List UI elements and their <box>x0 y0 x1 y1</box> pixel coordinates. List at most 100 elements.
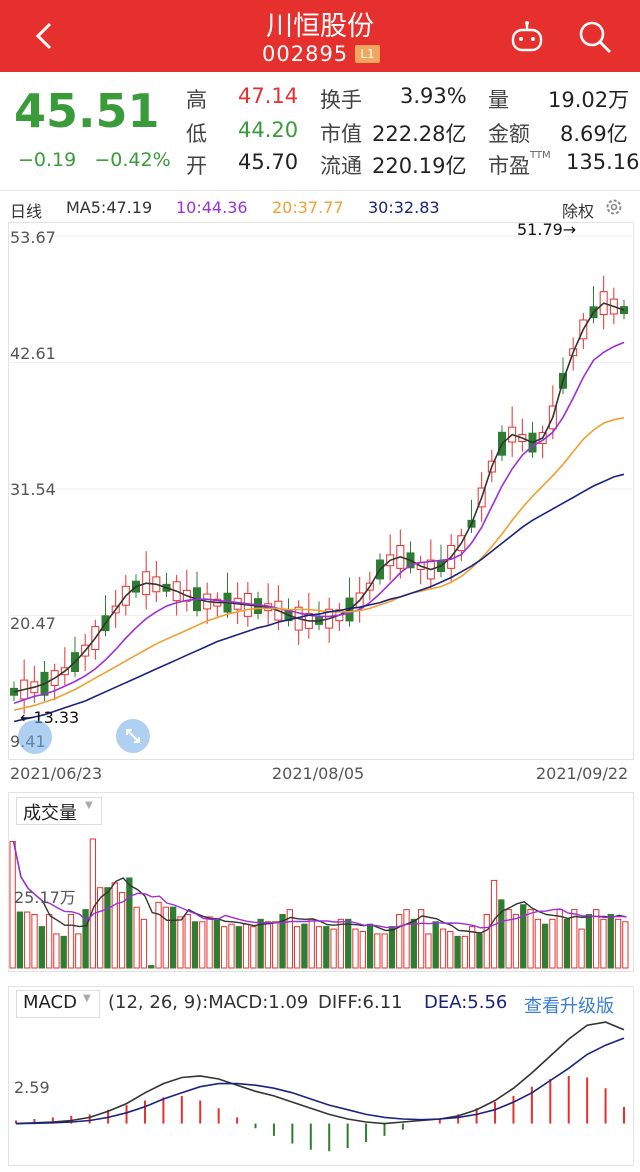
turnover-value: 3.93% <box>400 84 467 108</box>
volume-bar <box>104 887 111 969</box>
ma-line-ma5 <box>13 302 625 693</box>
volume-bar <box>337 918 345 969</box>
volume-value: 19.02万 <box>548 88 630 112</box>
volume-bar <box>359 931 366 969</box>
volume-bar <box>323 926 330 969</box>
mktcap-value: 222.28亿 <box>372 122 467 146</box>
volume-bar <box>454 935 461 969</box>
ma-legend-bar: 日线 MA5:47.19 10:44.36 20:37.77 30:32.83 … <box>0 194 640 221</box>
volume-bar <box>257 918 264 969</box>
volume-bar <box>301 923 308 969</box>
upgrade-link[interactable]: 查看升级版 <box>524 996 614 1017</box>
expand-icon <box>126 729 140 743</box>
volume-bar <box>250 926 257 969</box>
ma20-label: 20:37.77 <box>272 198 344 217</box>
volume-bar <box>388 926 396 969</box>
volume-bar <box>600 918 607 969</box>
volume-bar <box>111 882 118 969</box>
ma5-label: MA5:47.19 <box>66 198 153 217</box>
volume-bar <box>126 877 133 969</box>
ma-line-ma10 <box>13 341 625 704</box>
volume-bar <box>67 913 75 969</box>
volume-bar <box>75 933 82 969</box>
volume-bar <box>345 918 352 969</box>
volume-bar <box>512 913 520 969</box>
y-tick-label: 31.54 <box>10 480 56 499</box>
adjust-button[interactable]: 除权 <box>562 202 595 221</box>
date-label: 2021/06/23 <box>10 764 103 783</box>
level-badge: L1 <box>355 45 380 63</box>
volume-bar <box>483 913 490 969</box>
volume-bar <box>264 921 272 969</box>
search-icon[interactable] <box>576 18 614 56</box>
volume-bar <box>315 926 323 969</box>
volume-bar <box>469 926 476 969</box>
period-tab[interactable]: 日线 <box>10 202 43 221</box>
volume-bar <box>330 928 337 969</box>
volume-bar <box>16 911 24 969</box>
volume-bar <box>148 965 155 969</box>
ma-line-ma30 <box>13 473 625 723</box>
volume-bar <box>417 909 425 969</box>
volume-tick-label: 25.17万 <box>14 888 76 907</box>
low-value: 44.20 <box>238 118 299 142</box>
volume-bar <box>622 921 629 969</box>
volume-bar <box>563 918 571 969</box>
volume-bar <box>221 926 228 969</box>
volume-bar <box>118 892 126 969</box>
kline-chart <box>8 235 632 723</box>
volume-bar <box>60 935 67 969</box>
volume-bar <box>177 916 184 969</box>
open-label: 开 <box>186 154 207 178</box>
volume-bar <box>89 838 97 969</box>
app-header: 川恒股份 002895 L1 <box>0 0 640 72</box>
last-price: 45.51 <box>14 84 160 138</box>
pe-ttm: TTM <box>530 150 551 161</box>
dea-label: DEA:5.56 <box>424 992 508 1013</box>
kline-chart-frame[interactable] <box>8 222 634 760</box>
volume-bar <box>374 933 381 969</box>
volume-bar <box>403 909 410 969</box>
volume-selector[interactable]: 成交量 ▼ <box>16 797 102 825</box>
volume-bar <box>228 923 235 969</box>
date-label: 2021/08/05 <box>272 764 365 783</box>
price-change: −0.19 −0.42% <box>18 149 171 171</box>
volume-bar <box>31 913 38 969</box>
volume-bar <box>352 928 359 969</box>
volume-bar <box>38 926 45 969</box>
robot-icon[interactable] <box>508 18 546 56</box>
volume-bar <box>614 918 622 969</box>
pe-label-text: 市盈 <box>488 154 530 178</box>
volume-bar <box>432 921 439 969</box>
volume-bar <box>191 921 199 969</box>
volume-bar <box>82 909 89 969</box>
divider <box>0 190 640 191</box>
volume-chart <box>9 838 629 969</box>
volume-bar <box>293 926 301 969</box>
volume-bar <box>133 906 140 969</box>
volume-bar <box>279 913 286 969</box>
zoom-handle[interactable] <box>18 720 52 754</box>
indicator-selector[interactable]: MACD ▼ <box>16 990 100 1018</box>
volume-bar <box>272 921 279 969</box>
chevron-down-icon: ▼ <box>85 800 93 811</box>
volume-bar <box>425 933 432 969</box>
pe-label: 市盈TTM <box>488 150 551 180</box>
expand-button[interactable] <box>116 719 150 753</box>
volume-bar <box>571 909 578 969</box>
volume-bar <box>461 935 469 969</box>
volume-bar <box>593 909 600 969</box>
indicator-selector-label: MACD <box>23 992 77 1013</box>
volume-bar <box>97 887 104 969</box>
back-icon[interactable] <box>28 18 64 54</box>
volume-bar <box>578 928 585 969</box>
volume-bar <box>9 840 16 969</box>
gear-icon[interactable] <box>604 197 624 217</box>
turnover-label: 换手 <box>320 88 362 112</box>
amount-value: 8.69亿 <box>560 122 628 146</box>
ma10-label: 10:44.36 <box>176 198 248 217</box>
amount-label: 金额 <box>488 122 530 146</box>
macd-line-dea <box>15 1037 625 1125</box>
date-label: 2021/09/22 <box>536 764 629 783</box>
volume-bar <box>242 923 250 969</box>
